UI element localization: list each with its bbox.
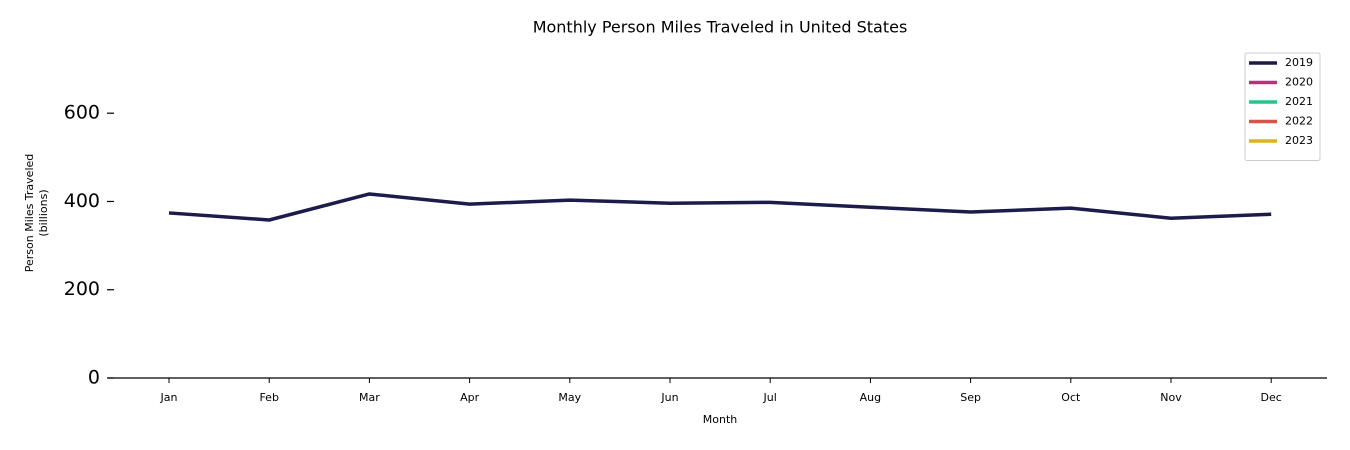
y-tick-label: 600 bbox=[64, 102, 100, 124]
x-tick-label: Sep bbox=[960, 391, 981, 404]
y-axis-label-line: Person Miles Traveled bbox=[23, 154, 36, 273]
legend-label: 2019 bbox=[1285, 56, 1313, 69]
legend: 2019 2020 2021 2022 2023 bbox=[1244, 52, 1321, 161]
chart-title: Monthly Person Miles Traveled in United … bbox=[533, 18, 908, 37]
y-axis-label: Person Miles Traveled (billions) bbox=[23, 154, 50, 273]
x-tick-label: Jul bbox=[763, 391, 777, 404]
x-tick-label: Jan bbox=[160, 391, 178, 404]
legend-box bbox=[1244, 52, 1321, 161]
y-axis-label-line: (billions) bbox=[37, 189, 50, 236]
legend-label: 2021 bbox=[1285, 95, 1313, 108]
x-tick-label: Feb bbox=[259, 391, 278, 404]
x-tick-label: Mar bbox=[359, 391, 380, 404]
x-tick-label: Jun bbox=[660, 391, 678, 404]
x-tick-label: Dec bbox=[1261, 391, 1282, 404]
legend-label: 2023 bbox=[1285, 134, 1313, 147]
y-tick-label: 0 bbox=[88, 367, 100, 389]
legend-label: 2022 bbox=[1285, 115, 1313, 128]
y-tick-label: 400 bbox=[64, 190, 100, 212]
x-axis-label: Month bbox=[703, 413, 738, 426]
line-series bbox=[168, 192, 1272, 222]
x-tick-label: Nov bbox=[1160, 391, 1182, 404]
x-tick-label: May bbox=[558, 391, 581, 404]
x-tick-label: Apr bbox=[460, 391, 480, 404]
x-tick-label: Aug bbox=[860, 391, 881, 404]
x-tick-label: Oct bbox=[1061, 391, 1081, 404]
legend-label: 2020 bbox=[1285, 76, 1313, 89]
y-tick-label: 200 bbox=[64, 278, 100, 300]
